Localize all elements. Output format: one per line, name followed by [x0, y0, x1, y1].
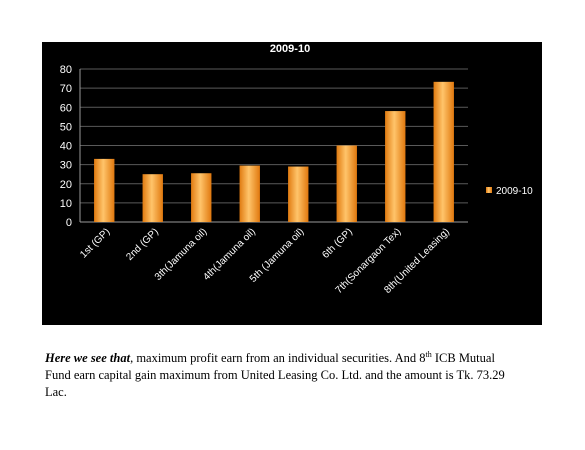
- y-tick-label: 10: [60, 198, 72, 210]
- x-tick-label: 1st (GP): [78, 226, 112, 260]
- y-tick-label: 0: [66, 217, 72, 229]
- y-tick-label: 60: [60, 102, 72, 114]
- gridlines: [79, 68, 468, 223]
- bar: [433, 81, 454, 222]
- y-tick-label: 40: [60, 141, 72, 153]
- x-axis-ticks: 1st (GP) 2nd (GP)3th(Jamuna oil)4th(Jamun…: [78, 226, 452, 296]
- legend-label: 2009-10: [496, 186, 533, 197]
- caption-lead: Here we see that: [45, 351, 131, 365]
- bars: [94, 81, 454, 222]
- caption-text-1: , maximum profit earn from an individual…: [130, 351, 426, 365]
- chart-title: 2009-10: [270, 43, 310, 55]
- y-tick-label: 50: [60, 121, 72, 133]
- y-tick-label: 30: [60, 160, 72, 172]
- legend: 2009-10: [486, 186, 533, 197]
- y-tick-label: 70: [60, 83, 72, 95]
- bar: [385, 111, 406, 222]
- y-axis-ticks: 0 10 20 30 40 50 60 70 80: [60, 64, 72, 229]
- y-tick-label: 20: [60, 179, 72, 191]
- bar: [191, 173, 212, 222]
- x-tick-label: 2nd (GP): [124, 226, 160, 262]
- caption-text-2: ICB Mutual Fund earn capital gain maximu…: [45, 351, 505, 399]
- bar: [239, 165, 260, 222]
- y-tick-label: 80: [60, 64, 72, 76]
- caption-superscript: th: [425, 349, 432, 359]
- bar: [288, 166, 309, 222]
- bar: [142, 174, 163, 222]
- chart-panel: 2009-10 0 10 20 30 40 50 60 70 80 1st (GP) 2nd (G…: [42, 42, 542, 325]
- bar: [336, 145, 357, 222]
- x-tick-label: 6th (GP): [320, 226, 355, 261]
- bar-chart: 2009-10 0 10 20 30 40 50 60 70 80 1st (GP) 2nd (G…: [60, 43, 533, 296]
- legend-swatch: [486, 187, 492, 193]
- caption-paragraph: Here we see that, maximum profit earn fr…: [45, 350, 515, 401]
- bar: [94, 158, 115, 222]
